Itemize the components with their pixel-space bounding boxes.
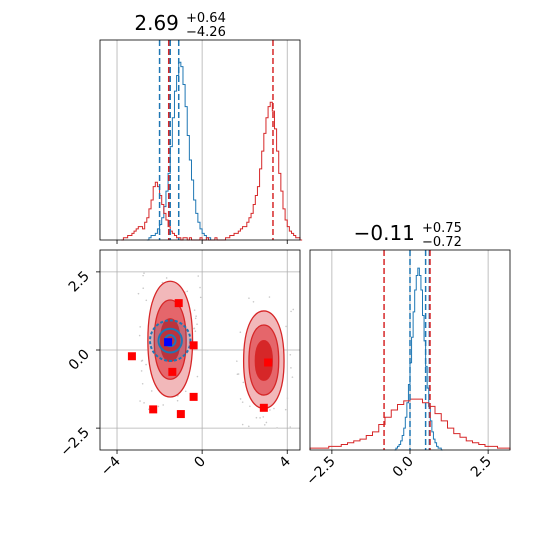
sample-point bbox=[145, 299, 148, 302]
sample-point bbox=[196, 323, 198, 326]
sample-point bbox=[142, 274, 144, 277]
sample-point bbox=[157, 405, 160, 408]
histogram-red bbox=[121, 101, 303, 241]
sample-point bbox=[290, 367, 292, 369]
x-tick-label: 0 bbox=[191, 454, 209, 472]
sample-point bbox=[199, 296, 202, 299]
blue-marker bbox=[164, 338, 173, 347]
sample-point bbox=[186, 290, 189, 293]
sample-point bbox=[273, 407, 275, 410]
sample-point bbox=[265, 421, 268, 424]
sample-point bbox=[142, 287, 145, 290]
sample-point bbox=[242, 381, 245, 384]
panel-0-frame bbox=[99, 39, 301, 241]
sample-point bbox=[145, 363, 147, 366]
sample-point bbox=[292, 308, 295, 311]
sample-point bbox=[193, 327, 195, 330]
y-tick-label: 2.5 bbox=[66, 268, 93, 295]
title-param1-upper: +0.64 bbox=[186, 11, 226, 26]
title-param2-upper: +0.75 bbox=[422, 221, 462, 236]
title-param1-lower: −4.26 bbox=[186, 25, 226, 40]
sample-point bbox=[276, 427, 278, 429]
histogram-blue bbox=[146, 61, 213, 241]
sample-point bbox=[197, 275, 200, 277]
sample-point bbox=[196, 375, 199, 378]
sample-point bbox=[289, 426, 292, 428]
sample-point bbox=[199, 286, 201, 289]
sample-point bbox=[139, 326, 141, 328]
sample-point bbox=[241, 423, 244, 426]
x-tick-label: −4 bbox=[98, 453, 124, 479]
sample-point bbox=[239, 398, 242, 400]
sample-point bbox=[263, 424, 266, 426]
sample-point bbox=[140, 360, 143, 362]
title-param1-value: 2.69 bbox=[134, 11, 179, 35]
sample-point bbox=[162, 404, 164, 406]
sample-point bbox=[290, 310, 292, 313]
histogram-blue bbox=[394, 267, 443, 451]
sample-point bbox=[193, 309, 196, 311]
red-marker bbox=[264, 358, 273, 367]
sample-point bbox=[237, 373, 240, 375]
sample-point bbox=[291, 376, 294, 378]
y-tick-label: −2.5 bbox=[57, 425, 92, 460]
x-tick-label: −2.5 bbox=[303, 454, 338, 489]
sample-point bbox=[247, 425, 250, 428]
sample-point bbox=[138, 334, 141, 337]
sample-point bbox=[248, 297, 250, 299]
panel-param2-histogram: −2.5 0.0 2.5 bbox=[303, 249, 511, 489]
sample-point bbox=[286, 397, 289, 399]
red-marker bbox=[168, 367, 177, 376]
sample-point bbox=[269, 409, 271, 411]
title-param2-value: −0.11 bbox=[354, 221, 415, 245]
red-contour-mode1-level2 bbox=[254, 339, 273, 381]
red-marker bbox=[259, 403, 268, 412]
red-marker bbox=[189, 392, 198, 401]
red-marker bbox=[176, 410, 185, 419]
panel-joint-contour: −4 0 4 −2.5 0.0 2.5 bbox=[57, 249, 301, 479]
sample-point bbox=[141, 382, 144, 385]
title-param2: −0.11 +0.75 −0.72 bbox=[354, 217, 467, 250]
sample-point bbox=[140, 370, 143, 372]
sample-point bbox=[165, 277, 168, 279]
sample-point bbox=[194, 317, 197, 320]
x-tick-label: 4 bbox=[276, 453, 294, 471]
title-param1: 2.69 +0.64 −4.26 bbox=[134, 7, 231, 40]
sample-point bbox=[268, 296, 271, 298]
sample-point bbox=[262, 416, 265, 418]
sample-point bbox=[139, 400, 141, 402]
sample-point bbox=[150, 390, 153, 392]
sample-point bbox=[176, 399, 179, 402]
x-tick-label: 2.5 bbox=[468, 454, 495, 481]
sample-point bbox=[252, 300, 255, 303]
sample-point bbox=[161, 281, 164, 284]
sample-point bbox=[285, 325, 287, 328]
panel-param1-histogram bbox=[99, 39, 303, 244]
sample-point bbox=[255, 416, 258, 419]
red-marker bbox=[174, 299, 183, 308]
sample-point bbox=[289, 353, 292, 356]
sample-point bbox=[249, 405, 251, 408]
sample-point bbox=[143, 402, 145, 404]
sample-point bbox=[236, 373, 239, 376]
sample-point bbox=[236, 360, 238, 362]
sample-point bbox=[194, 330, 197, 333]
blue-contour-level1 bbox=[157, 327, 183, 354]
sample-point bbox=[184, 390, 187, 393]
red-marker bbox=[189, 341, 198, 350]
y-tick-label: 0.0 bbox=[66, 347, 93, 374]
sample-point bbox=[195, 315, 197, 317]
sample-point bbox=[284, 408, 287, 411]
sample-point bbox=[143, 272, 145, 274]
red-marker bbox=[149, 405, 158, 414]
title-param2-lower: −0.72 bbox=[422, 235, 462, 250]
sample-point bbox=[259, 417, 261, 419]
x-tick-label: 0.0 bbox=[390, 454, 417, 481]
sample-point bbox=[137, 292, 140, 295]
sample-point bbox=[239, 331, 242, 334]
sample-point bbox=[241, 401, 244, 403]
red-marker bbox=[127, 352, 136, 361]
